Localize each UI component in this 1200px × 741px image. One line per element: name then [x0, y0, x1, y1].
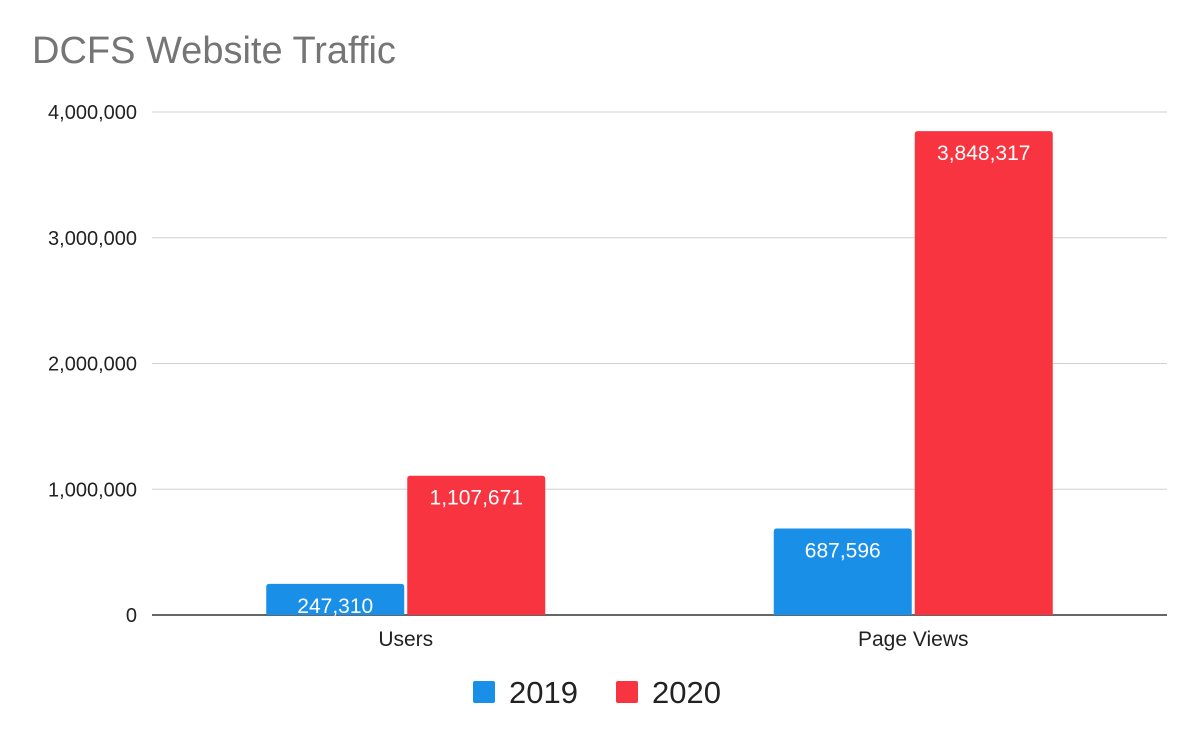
legend: 2019 2020: [473, 675, 721, 710]
y-tick-label: 1,000,000: [48, 479, 137, 501]
bar-2020-page-views: [914, 131, 1053, 615]
bar-value-label: 687,596: [805, 540, 881, 563]
y-tick-label: 0: [126, 605, 137, 627]
legend-swatch-2020: [616, 681, 638, 703]
y-tick-label: 2,000,000: [48, 354, 137, 376]
bar-value-label: 247,310: [297, 595, 373, 618]
x-axis-categories: Users Page Views: [378, 628, 968, 651]
bar-2019-users: [266, 583, 405, 615]
chart-title: DCFS Website Traffic: [32, 30, 396, 72]
bar-value-label: 1,107,671: [430, 487, 523, 510]
y-tick-label: 3,000,000: [48, 228, 137, 250]
x-category-label: Page Views: [858, 628, 969, 651]
legend-swatch-2019: [473, 681, 495, 703]
legend-label-2020: 2020: [652, 675, 721, 710]
y-tick-label: 4,000,000: [48, 102, 137, 124]
bars: [266, 131, 1053, 615]
legend-label-2019: 2019: [509, 675, 578, 710]
bar-2019-page-views: [773, 528, 912, 615]
x-category-label: Users: [378, 628, 433, 651]
bar-data-labels: 247,310 1,107,671 687,596 3,848,317: [297, 142, 1030, 618]
bar-2020-users: [407, 475, 546, 615]
bar-value-label: 3,848,317: [937, 142, 1030, 165]
y-axis-ticks: 0 1,000,000 2,000,000 3,000,000 4,000,000: [48, 102, 137, 627]
